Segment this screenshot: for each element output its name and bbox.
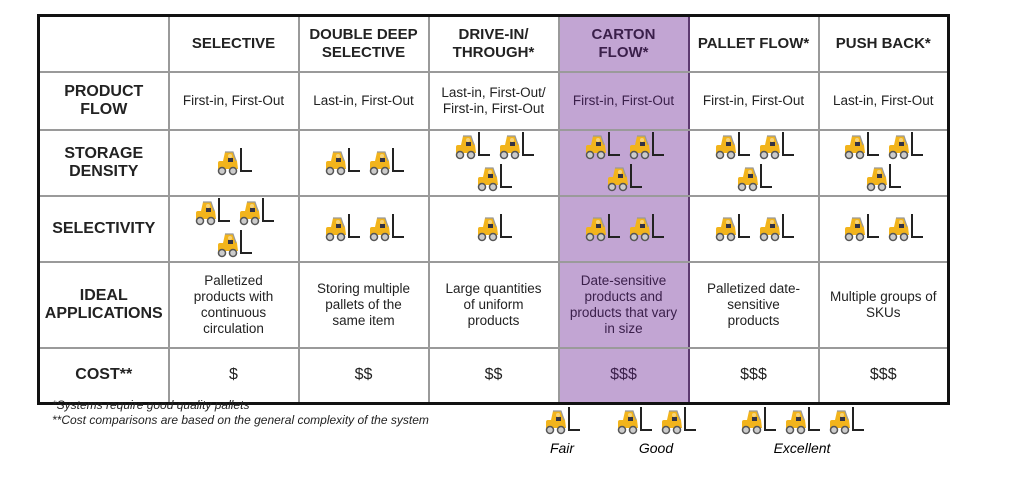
forklift-icon <box>325 213 360 241</box>
forklift-icon <box>499 131 534 159</box>
selectivity-cell <box>687 194 820 263</box>
forklift-icon <box>607 163 642 191</box>
forklift-icon <box>629 213 664 241</box>
forklift-icon <box>545 407 580 435</box>
column-header: CARTON FLOW* <box>557 14 690 73</box>
forklift-icon <box>217 147 252 175</box>
forklift-icon <box>325 147 360 175</box>
storage-density-cell <box>167 128 300 197</box>
forklift-icon <box>661 407 696 435</box>
column-header: PALLET FLOW* <box>687 14 820 73</box>
ideal-applications-cell: Storing multiple pallets of the same ite… <box>297 260 430 349</box>
forklift-icon <box>369 147 404 175</box>
forklift-icon <box>617 407 652 435</box>
forklift-icon <box>195 197 230 225</box>
forklift-icon <box>585 213 620 241</box>
legend-label: Good <box>638 440 674 456</box>
ideal-applications-cell: Date-sensitive products and products tha… <box>557 260 690 349</box>
product-flow-cell: Last-in, First-Out <box>297 70 430 131</box>
forklift-icon <box>867 163 902 191</box>
column-header: PUSH BACK* <box>817 14 950 73</box>
storage-density-cell <box>557 128 690 197</box>
product-flow-cell: First-in, First-Out <box>687 70 820 131</box>
column-header: SELECTIVE <box>167 14 300 73</box>
forklift-icon <box>715 131 750 159</box>
footnote-pallets: *Systems require good quality pallets <box>52 398 250 412</box>
footnotes: *Systems require good quality pallets **… <box>52 398 429 428</box>
selectivity-cell <box>557 194 690 263</box>
forklift-icon <box>759 213 794 241</box>
legend-good: Good <box>612 406 700 456</box>
selectivity-cell <box>817 194 950 263</box>
forklift-icon <box>239 197 274 225</box>
selectivity-cell <box>297 194 430 263</box>
corner-cell <box>37 14 170 73</box>
storage-density-cell <box>687 128 820 197</box>
product-flow-cell: First-in, First-Out <box>167 70 300 131</box>
forklift-icon <box>845 213 880 241</box>
product-flow-cell: First-in, First-Out <box>557 70 690 131</box>
forklift-icon <box>737 163 772 191</box>
forklift-icon <box>845 131 880 159</box>
storage-density-cell <box>297 128 430 197</box>
forklift-icon <box>889 131 924 159</box>
cost-cell: $$ <box>427 346 560 405</box>
cost-cell: $$$ <box>557 346 690 405</box>
forklift-icon <box>477 213 512 241</box>
forklift-icon <box>715 213 750 241</box>
forklift-icon <box>889 213 924 241</box>
row-header-product-flow: PRODUCT FLOW <box>37 70 170 131</box>
forklift-icon <box>477 163 512 191</box>
selectivity-cell <box>167 194 300 263</box>
row-header-ideal-applications: IDEAL APPLICATIONS <box>37 260 170 349</box>
legend-label: Excellent <box>773 440 831 456</box>
legend-excellent: Excellent <box>736 406 868 456</box>
product-flow-cell: Last-in, First-Out/ First-in, First-Out <box>427 70 560 131</box>
cost-cell: $$$ <box>817 346 950 405</box>
forklift-icon <box>217 229 252 257</box>
forklift-icon <box>455 131 490 159</box>
cost-cell: $$$ <box>687 346 820 405</box>
forklift-icon <box>585 131 620 159</box>
storage-density-cell <box>427 128 560 197</box>
forklift-icon <box>369 213 404 241</box>
storage-density-cell <box>817 128 950 197</box>
column-header: DOUBLE DEEP SELECTIVE <box>297 14 430 73</box>
rack-comparison-table: SELECTIVE DOUBLE DEEP SELECTIVE DRIVE-IN/ … <box>37 14 950 405</box>
row-header-selectivity: SELECTIVITY <box>37 194 170 263</box>
forklift-icon <box>741 407 776 435</box>
cost-cell: $ <box>167 346 300 405</box>
forklift-icon <box>629 131 664 159</box>
selectivity-cell <box>427 194 560 263</box>
forklift-icon <box>759 131 794 159</box>
row-header-cost: COST** <box>37 346 170 405</box>
ideal-applications-cell: Palletized date-sensitive products <box>687 260 820 349</box>
product-flow-cell: Last-in, First-Out <box>817 70 950 131</box>
ideal-applications-cell: Multiple groups of SKUs <box>817 260 950 349</box>
forklift-icon <box>829 407 864 435</box>
ideal-applications-cell: Palletized products with continuous circ… <box>167 260 300 349</box>
cost-cell: $$ <box>297 346 430 405</box>
legend-fair: Fair <box>540 406 584 456</box>
legend-label: Fair <box>549 440 575 456</box>
row-header-storage-density: STORAGE DENSITY <box>37 128 170 197</box>
column-header: DRIVE-IN/ THROUGH* <box>427 14 560 73</box>
ideal-applications-cell: Large quantities of uniform products <box>427 260 560 349</box>
footnote-cost: **Cost comparisons are based on the gene… <box>52 413 429 427</box>
forklift-icon <box>785 407 820 435</box>
